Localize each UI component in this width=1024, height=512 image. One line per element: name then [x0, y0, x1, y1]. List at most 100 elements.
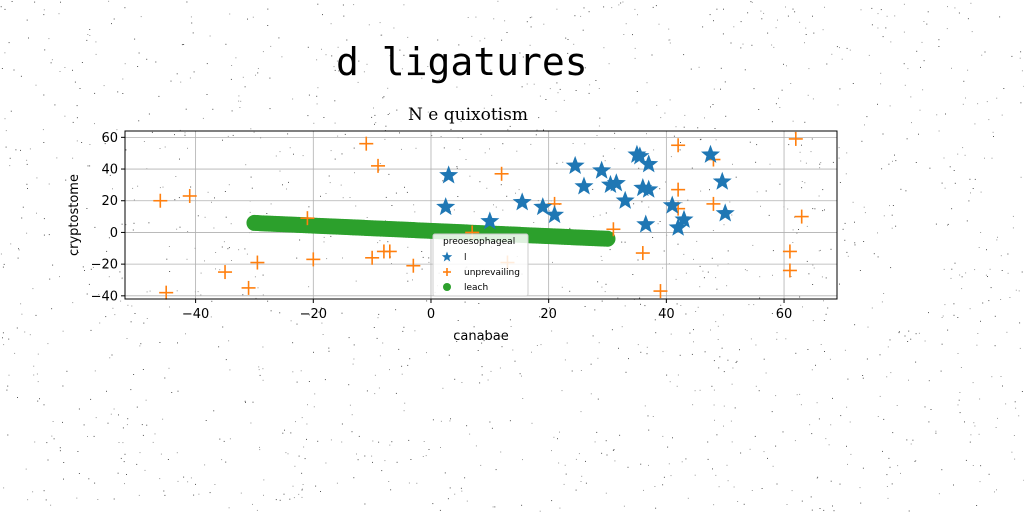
noise-speck	[921, 41, 923, 43]
noise-speck	[461, 490, 463, 492]
noise-speck	[951, 67, 952, 69]
noise-speck	[270, 310, 272, 312]
noise-speck	[707, 458, 709, 460]
noise-speck	[841, 58, 843, 60]
noise-speck	[262, 379, 264, 381]
noise-speck	[266, 213, 268, 214]
noise-speck	[595, 80, 597, 81]
noise-speck	[480, 464, 482, 466]
point-unprevailing	[671, 138, 686, 153]
noise-speck	[882, 36, 884, 38]
noise-speck	[242, 76, 244, 78]
noise-speck	[844, 239, 846, 241]
noise-speck	[892, 432, 894, 434]
noise-speck	[374, 374, 376, 376]
noise-speck	[566, 342, 568, 344]
noise-speck	[730, 42, 732, 44]
noise-speck	[860, 9, 862, 11]
noise-speck	[714, 128, 716, 129]
noise-speck	[923, 21, 925, 22]
noise-speck	[204, 216, 206, 218]
noise-speck	[432, 419, 434, 421]
noise-speck	[215, 268, 216, 270]
noise-speck	[176, 452, 178, 454]
noise-speck	[293, 497, 295, 499]
noise-speck	[450, 128, 452, 130]
noise-speck	[614, 148, 616, 150]
noise-speck	[911, 122, 912, 124]
noise-speck	[491, 94, 493, 96]
noise-speck	[106, 390, 107, 392]
noise-speck	[181, 44, 183, 46]
noise-speck	[28, 37, 29, 39]
noise-speck	[123, 461, 125, 463]
noise-speck	[890, 41, 892, 43]
noise-speck	[720, 88, 721, 90]
noise-speck	[483, 340, 485, 342]
noise-speck	[457, 54, 459, 56]
noise-speck	[493, 204, 494, 206]
noise-speck	[306, 423, 308, 425]
noise-speck	[325, 193, 327, 194]
noise-speck	[681, 202, 683, 204]
noise-speck	[969, 178, 971, 180]
noise-speck	[59, 450, 61, 452]
noise-speck	[229, 438, 231, 440]
noise-speck	[86, 293, 88, 295]
x-tick-label: 20	[540, 307, 557, 322]
noise-speck	[504, 338, 506, 340]
noise-speck	[126, 474, 127, 475]
point-unprevailing	[671, 182, 686, 197]
noise-speck	[632, 34, 633, 36]
noise-speck	[72, 69, 73, 71]
noise-speck	[213, 227, 215, 229]
noise-speck	[162, 418, 164, 420]
noise-speck	[395, 392, 397, 394]
noise-speck	[306, 438, 307, 440]
noise-speck	[198, 493, 200, 495]
noise-speck	[951, 268, 953, 270]
noise-speck	[806, 225, 808, 227]
noise-speck	[1012, 227, 1014, 229]
noise-speck	[680, 305, 682, 306]
noise-speck	[936, 114, 938, 116]
noise-speck	[1005, 403, 1007, 405]
noise-speck	[296, 381, 298, 383]
noise-speck	[668, 28, 670, 30]
noise-speck	[59, 447, 61, 449]
noise-speck	[670, 156, 672, 158]
noise-speck	[253, 131, 255, 133]
noise-speck	[693, 258, 694, 260]
noise-speck	[5, 146, 7, 148]
noise-speck	[778, 97, 779, 99]
noise-speck	[93, 435, 95, 437]
noise-speck	[323, 117, 325, 118]
noise-speck	[974, 178, 976, 180]
noise-speck	[740, 452, 742, 454]
noise-speck	[301, 472, 303, 474]
noise-speck	[964, 421, 965, 423]
noise-speck	[308, 286, 310, 288]
noise-speck	[211, 201, 212, 203]
noise-speck	[655, 5, 657, 7]
noise-speck	[27, 188, 28, 189]
noise-speck	[846, 445, 847, 447]
noise-speck	[334, 158, 336, 160]
noise-speck	[354, 172, 355, 174]
noise-speck	[949, 166, 951, 168]
noise-speck	[122, 93, 124, 94]
noise-speck	[247, 18, 248, 20]
noise-speck	[83, 424, 85, 426]
noise-speck	[354, 46, 356, 48]
noise-speck	[518, 189, 520, 191]
noise-speck	[346, 39, 348, 41]
noise-speck	[270, 203, 272, 205]
noise-speck	[257, 68, 259, 69]
noise-speck	[947, 224, 948, 226]
noise-speck	[437, 39, 439, 41]
noise-speck	[89, 35, 91, 36]
noise-speck	[480, 133, 482, 135]
noise-speck	[289, 498, 291, 500]
noise-speck	[886, 15, 888, 17]
